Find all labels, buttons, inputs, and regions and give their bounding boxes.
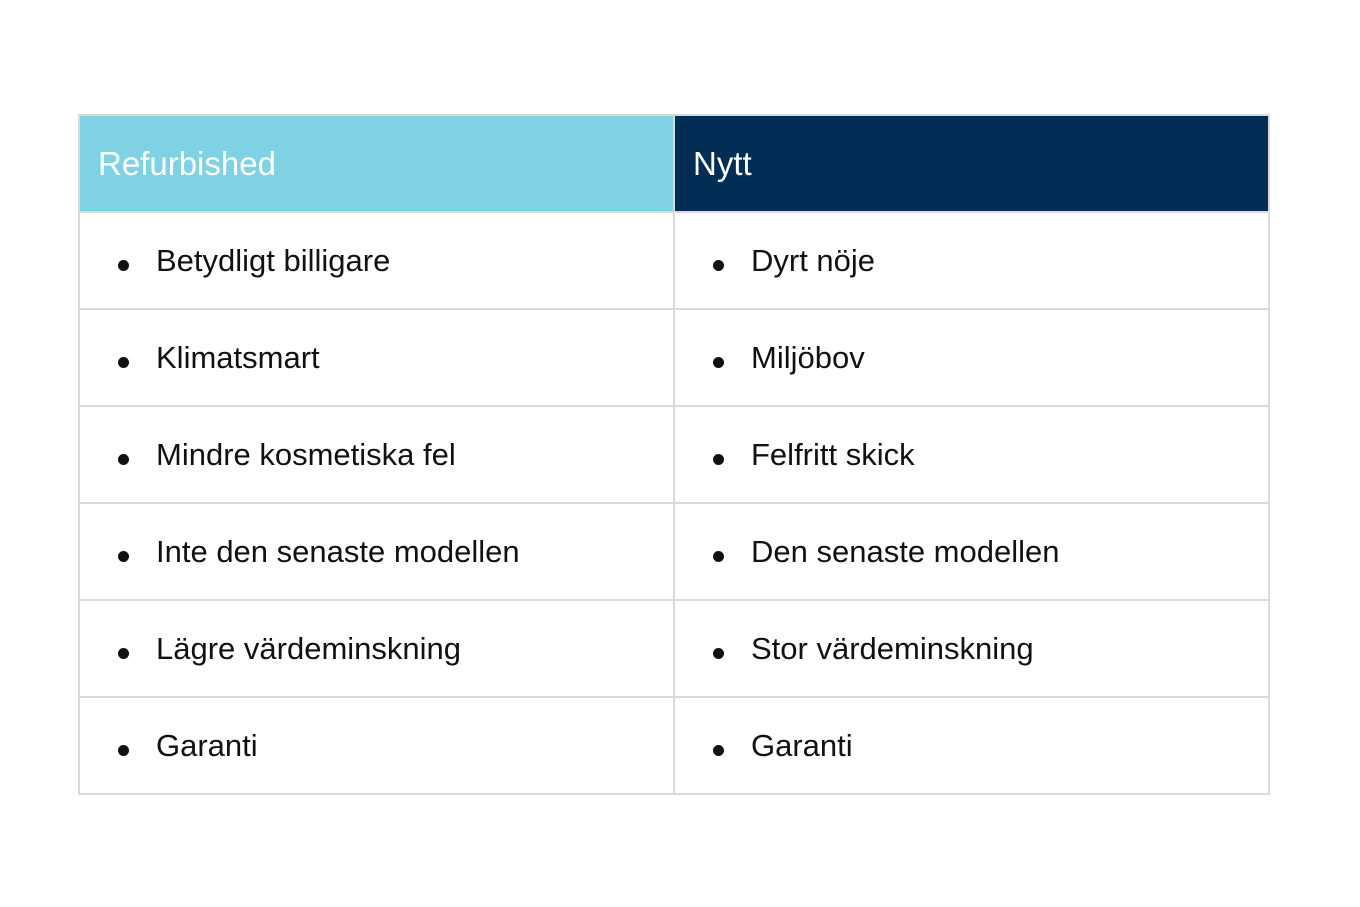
bullet-icon [118, 748, 126, 756]
cell-new: Den senaste modellen [673, 502, 1270, 601]
cell-text: Klimatsmart [156, 339, 320, 375]
cell-refurbished: Inte den senaste modellen [78, 502, 675, 601]
bullet-icon [713, 457, 721, 465]
cell-new: Miljöbov [673, 308, 1270, 407]
cell-refurbished: Garanti [78, 696, 675, 795]
bullet-icon [118, 457, 126, 465]
cell-text: Garanti [156, 727, 258, 763]
bullet-icon [118, 554, 126, 562]
bullet-icon [118, 651, 126, 659]
cell-text: Felfritt skick [751, 436, 915, 472]
cell-refurbished: Betydligt billigare [78, 211, 675, 310]
cell-refurbished: Klimatsmart [78, 308, 675, 407]
cell-text: Lägre värdeminskning [156, 630, 462, 666]
table-row: Lägre värdeminskning Stor värdeminskning [78, 599, 1270, 698]
table-row: Mindre kosmetiska fel Felfritt skick [78, 405, 1270, 504]
cell-new: Felfritt skick [673, 405, 1270, 504]
table-row: Garanti Garanti [78, 696, 1270, 795]
table-row: Betydligt billigare Dyrt nöje [78, 211, 1270, 310]
cell-new: Garanti [673, 696, 1270, 795]
cell-refurbished: Mindre kosmetiska fel [78, 405, 675, 504]
bullet-icon [713, 554, 721, 562]
header-row: Refurbished Nytt [78, 114, 1270, 213]
cell-new: Dyrt nöje [673, 211, 1270, 310]
bullet-icon [118, 360, 126, 368]
cell-text: Inte den senaste modellen [156, 533, 520, 569]
cell-text: Den senaste modellen [751, 533, 1060, 569]
table-row: Inte den senaste modellen Den senaste mod… [78, 502, 1270, 601]
bullet-icon [713, 748, 721, 756]
bullet-icon [713, 263, 721, 271]
cell-text: Stor värdeminskning [751, 630, 1034, 666]
bullet-icon [713, 651, 721, 659]
cell-refurbished: Lägre värdeminskning [78, 599, 675, 698]
cell-text: Betydligt billigare [156, 242, 391, 278]
cell-text: Dyrt nöje [751, 242, 876, 278]
cell-new: Stor värdeminskning [673, 599, 1270, 698]
comparison-table: Refurbished Nytt Betydligt billigare Dyrt… [78, 114, 1270, 795]
cell-text: Mindre kosmetiska fel [156, 436, 456, 472]
bullet-icon [713, 360, 721, 368]
cell-text: Garanti [751, 727, 853, 763]
table-row: Klimatsmart Miljöbov [78, 308, 1270, 407]
bullet-icon [118, 263, 126, 271]
header-refurbished: Refurbished [78, 114, 675, 213]
cell-text: Miljöbov [751, 339, 865, 375]
header-new: Nytt [673, 114, 1270, 213]
